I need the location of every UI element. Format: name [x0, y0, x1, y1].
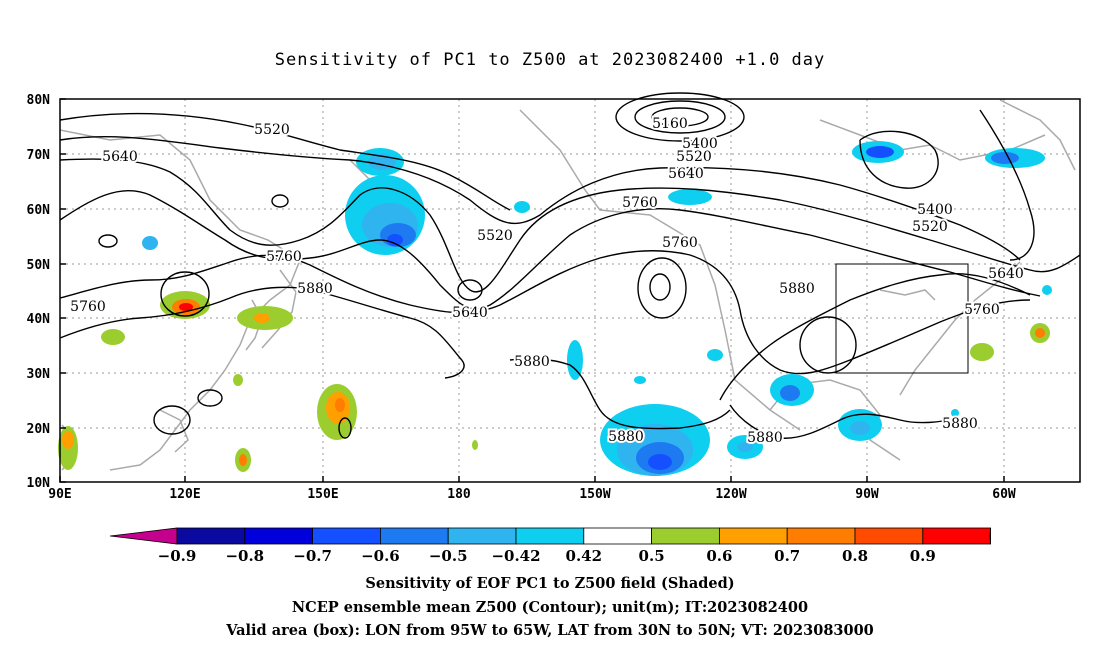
- lat-label-40n: 40N: [27, 312, 51, 327]
- colorbar-segment: [312, 527, 381, 545]
- lon-label-150e: 150E: [307, 487, 338, 502]
- footer-contour-description: NCEP ensemble mean Z500 (Contour); unit(…: [291, 599, 809, 616]
- contour-label: 5640: [452, 305, 488, 321]
- negative-sensitivity: [142, 141, 1052, 476]
- contour-label: 5400: [682, 136, 718, 152]
- contour-label: 5880: [608, 429, 644, 445]
- colorbar-segment: [176, 527, 246, 545]
- contour-label: 5640: [668, 166, 704, 182]
- colorbar-segment: [244, 527, 314, 545]
- colorbar-segment: [922, 527, 991, 545]
- contour-label: 5760: [266, 249, 302, 265]
- lat-label-50n: 50N: [27, 258, 51, 273]
- colorbar-tick-label: −0.6: [361, 547, 400, 565]
- positive-sensitivity: [58, 291, 1050, 472]
- contour-label: 5640: [102, 149, 138, 165]
- contour-label: 5760: [622, 195, 658, 211]
- lon-label-60w: 60W: [992, 487, 1016, 502]
- plot-frame: [59, 98, 1081, 483]
- contour-label: 5880: [942, 416, 978, 432]
- colorbar-tick-label: 0.9: [910, 547, 936, 565]
- contour-label: 5760: [662, 235, 698, 251]
- contour-label: 5520: [912, 219, 948, 235]
- contour-label: 5520: [477, 228, 513, 244]
- lat-label-10n: 10N: [27, 476, 51, 491]
- colorbar: −0.9 −0.8 −0.7 −0.6 −0.5 −0.42 0.42 0.5 0.6 0.7 0.…: [109, 527, 991, 565]
- valid-area-box: [835, 263, 969, 374]
- colorbar-tick-label: −0.9: [158, 547, 197, 565]
- contour-label: 5880: [779, 281, 815, 297]
- contour-label: 5880: [747, 430, 783, 446]
- lon-label-90e: 90E: [48, 487, 71, 502]
- colorbar-left-triangle: [109, 527, 178, 545]
- plot-area: [60, 99, 1080, 482]
- colorbar-segment: [447, 527, 517, 545]
- colorbar-tick-label: −0.7: [293, 547, 332, 565]
- lat-label-70n: 70N: [27, 148, 51, 163]
- lat-labels: 80N 70N 60N 50N 40N 30N 20N 10N: [27, 93, 51, 491]
- lat-label-20n: 20N: [27, 422, 51, 437]
- lat-label-80n: 80N: [27, 93, 51, 108]
- contour-label: 5520: [254, 122, 290, 138]
- axis-ticks: [59, 98, 1005, 483]
- colorbar-tick-label: 0.5: [639, 547, 665, 565]
- contour-label: 5760: [964, 302, 1000, 318]
- colorbar-segment: [379, 527, 449, 545]
- colorbar-segment: [719, 527, 788, 545]
- contour-label: 5640: [988, 266, 1024, 282]
- colorbar-segment: [854, 527, 924, 545]
- lat-label-30n: 30N: [27, 367, 51, 382]
- colorbar-segment: [515, 527, 585, 545]
- footer-shading-description: Sensitivity of EOF PC1 to Z500 field (Sh…: [365, 575, 735, 592]
- map-title: Sensitivity of PC1 to Z500 at 2023082400…: [274, 50, 826, 70]
- footer-valid-area: Valid area (box): LON from 95W to 65W, L…: [226, 622, 874, 639]
- lon-label-150w: 150W: [579, 487, 610, 502]
- colorbar-tick-label: 0.42: [566, 547, 603, 565]
- contour-labels: 5520 5640 5760 5760 5880 5520 5640 5160 …: [68, 114, 1026, 448]
- contour-label: 5160: [652, 116, 688, 132]
- colorbar-tick-label: −0.5: [429, 547, 468, 565]
- colorbar-segment: [786, 527, 856, 545]
- colorbar-segment: [651, 527, 720, 545]
- lat-label-60n: 60N: [27, 203, 51, 218]
- lon-label-90w: 90W: [855, 487, 879, 502]
- colorbar-tick-label: 0.8: [842, 547, 868, 565]
- contour-label: 5880: [514, 354, 550, 370]
- contour-label: 5520: [676, 149, 712, 165]
- contour-label: 5400: [917, 202, 953, 218]
- lon-labels: 90E 120E 150E 180 150W 120W 90W 60W: [48, 487, 1016, 502]
- colorbar-tick-label: 0.7: [774, 547, 800, 565]
- contour-label: 5880: [297, 281, 333, 297]
- lon-label-120e: 120E: [169, 487, 200, 502]
- colorbar-right-triangle: [989, 527, 991, 545]
- contour-label: 5760: [70, 299, 106, 315]
- lon-label-180: 180: [447, 487, 471, 502]
- lon-label-120w: 120W: [715, 487, 746, 502]
- colorbar-tick-label: −0.8: [225, 547, 264, 565]
- colorbar-segment: [583, 527, 652, 545]
- colorbar-tick-label: −0.42: [491, 547, 540, 565]
- colorbar-tick-label: 0.6: [706, 547, 732, 565]
